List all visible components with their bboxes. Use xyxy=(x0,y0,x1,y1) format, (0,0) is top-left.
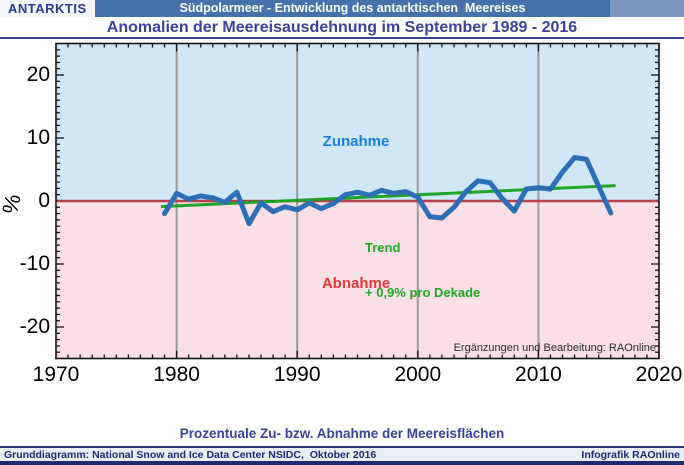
header-bar-title: Südpolarmeer - Entwicklung des antarktis… xyxy=(95,0,610,17)
bottom-divider xyxy=(0,446,684,448)
y-tick-label: 0 xyxy=(38,189,50,212)
header: ANTARKTIS Südpolarmeer - Entwicklung des… xyxy=(0,0,684,18)
y-tick-label: -10 xyxy=(19,252,50,275)
trend-annotation: Trend + 0,9% pro Dekade xyxy=(365,210,480,330)
plot-credit: Ergänzungen und Bearbeitung: RAOnline xyxy=(453,342,656,354)
caption-line-1: Prozentuale Zu- bzw. Abnahme der Meereis… xyxy=(179,426,505,441)
bottom-bar xyxy=(0,461,684,465)
y-tick-label: -20 xyxy=(19,315,50,338)
plot-frame xyxy=(55,42,660,360)
x-tick-label: 1970 xyxy=(32,363,80,386)
chart-title: Anomalien der Meereisausdehnung im Septe… xyxy=(106,19,578,36)
trend-annotation-line2: + 0,9% pro Dekade xyxy=(365,285,481,300)
zone-label-decrease: Abnahme xyxy=(321,275,391,292)
zone-label-increase: Zunahme xyxy=(322,133,390,150)
y-tick-label: 10 xyxy=(26,126,50,149)
y-tick-label: 20 xyxy=(26,63,50,86)
x-tick-label: 1980 xyxy=(153,363,200,386)
trend-annotation-line1: Trend xyxy=(365,240,401,255)
region-label: ANTARKTIS xyxy=(0,0,95,17)
bottom-strip xyxy=(0,448,684,461)
x-tick-label: 2020 xyxy=(635,363,683,386)
x-tick-label: 1990 xyxy=(273,363,321,386)
series-meereis-anomalie-september xyxy=(162,155,614,227)
x-tick-label: 2000 xyxy=(394,363,442,386)
infografik-credit: Infografik RAOnline xyxy=(581,449,680,461)
x-tick-label: 2010 xyxy=(515,363,562,386)
chart-caption: Prozentuale Zu- bzw. Abnahme der Meereis… xyxy=(0,395,684,465)
source-credit: Grunddiagramm: National Snow and Ice Dat… xyxy=(4,449,377,461)
title-divider xyxy=(0,37,684,39)
header-bar-accent xyxy=(610,0,684,17)
